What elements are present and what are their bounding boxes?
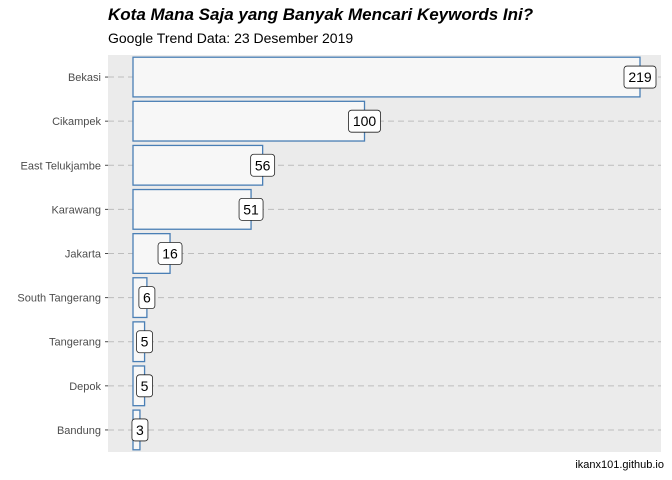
data-label-box	[623, 65, 657, 89]
data-label-box	[238, 197, 264, 221]
data-label: 100	[353, 113, 377, 129]
data-label: 219	[628, 69, 652, 85]
data-label-box	[131, 418, 149, 442]
data-label-box	[136, 330, 153, 354]
bar	[132, 100, 366, 142]
data-label: 56	[255, 157, 271, 173]
data-label: 3	[136, 422, 144, 438]
category-label: Jakarta	[65, 249, 102, 261]
category-label: East Telukjambe	[20, 160, 101, 172]
bar	[132, 144, 264, 186]
chart-caption: ikanx101.github.io	[575, 459, 664, 471]
data-label: 6	[143, 290, 151, 306]
category-label: Depok	[69, 381, 101, 393]
data-label: 5	[141, 378, 149, 394]
category-label: Tangerang	[49, 337, 101, 349]
data-label-box	[136, 374, 153, 398]
data-label: 5	[141, 334, 149, 350]
category-label: Cikampek	[52, 116, 101, 128]
category-label: Bekasi	[68, 72, 101, 84]
data-label: 16	[162, 246, 178, 262]
data-label: 51	[243, 201, 259, 217]
data-label-box	[157, 242, 183, 265]
bar	[132, 56, 641, 98]
category-label: South Tangerang	[17, 293, 101, 305]
chart-subtitle: Google Trend Data: 23 Desember 2019	[108, 30, 354, 46]
category-label: Karawang	[51, 204, 101, 216]
data-label-box	[250, 153, 276, 177]
bar	[132, 188, 252, 230]
category-label: Bandung	[57, 425, 101, 437]
data-label-box	[348, 109, 381, 133]
data-label-box	[138, 286, 156, 310]
chart-title: Kota Mana Saja yang Banyak Mencari Keywo…	[108, 5, 534, 24]
